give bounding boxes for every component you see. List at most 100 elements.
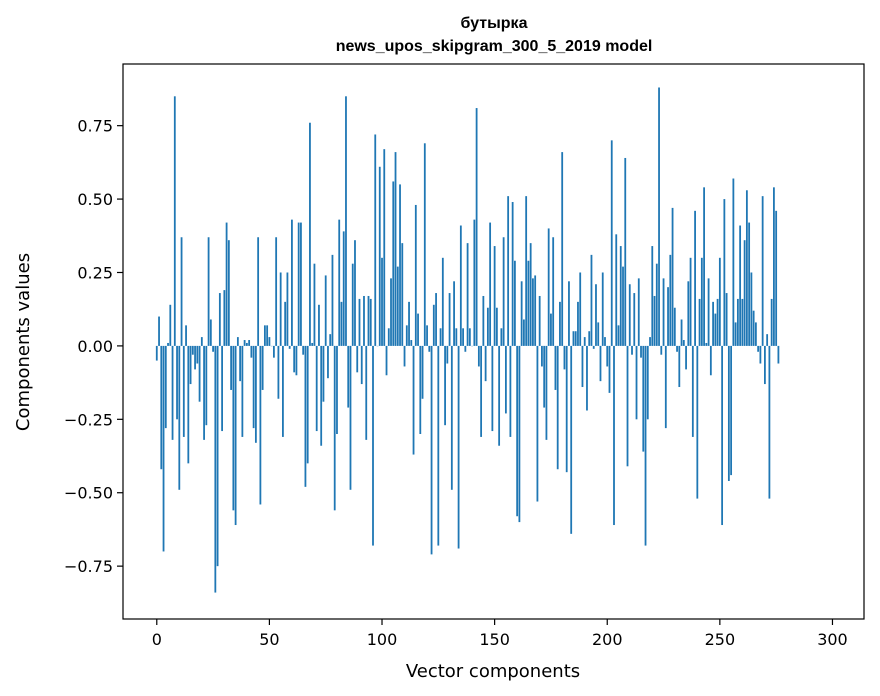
bar bbox=[367, 295, 370, 346]
bar bbox=[545, 345, 548, 440]
bar bbox=[426, 325, 428, 346]
bar bbox=[457, 345, 460, 549]
bar bbox=[610, 140, 613, 346]
bar bbox=[205, 345, 208, 426]
bar bbox=[754, 322, 757, 346]
bar bbox=[410, 340, 413, 346]
bar bbox=[615, 234, 618, 346]
bar bbox=[556, 345, 559, 470]
bar bbox=[592, 345, 595, 349]
bar bbox=[191, 345, 194, 355]
bar bbox=[511, 202, 514, 346]
bar bbox=[417, 313, 419, 346]
bar bbox=[489, 222, 492, 346]
bar bbox=[365, 345, 368, 440]
bar bbox=[583, 337, 586, 346]
bar bbox=[498, 345, 501, 446]
bar bbox=[399, 184, 401, 346]
bar bbox=[428, 345, 431, 352]
bar bbox=[669, 254, 672, 346]
bar bbox=[383, 149, 386, 346]
bar bbox=[462, 328, 464, 346]
x-tick-label: 200 bbox=[592, 630, 623, 649]
bar bbox=[761, 196, 764, 346]
bar bbox=[707, 278, 710, 346]
bar bbox=[480, 345, 483, 437]
bar bbox=[486, 307, 489, 346]
bar bbox=[504, 345, 507, 414]
bar bbox=[291, 219, 293, 346]
bar bbox=[437, 345, 440, 546]
bar bbox=[777, 345, 780, 364]
bar bbox=[358, 298, 361, 346]
bar bbox=[727, 345, 730, 481]
bar bbox=[236, 337, 239, 346]
bar bbox=[631, 345, 633, 355]
bar bbox=[230, 345, 233, 390]
bar bbox=[254, 345, 257, 443]
bar bbox=[268, 337, 271, 346]
bar bbox=[477, 345, 480, 367]
bar bbox=[563, 345, 566, 370]
x-tick-label: 150 bbox=[479, 630, 510, 649]
x-tick-label: 50 bbox=[259, 630, 279, 649]
bar bbox=[396, 266, 399, 346]
bar bbox=[552, 237, 555, 346]
bar bbox=[732, 178, 735, 346]
x-tick-label: 0 bbox=[152, 630, 162, 649]
bar bbox=[705, 342, 708, 346]
bar bbox=[550, 313, 552, 346]
y-tick-label: −0.75 bbox=[64, 557, 113, 576]
bar bbox=[536, 345, 539, 502]
bar bbox=[176, 345, 178, 420]
bar bbox=[709, 345, 712, 376]
bar bbox=[349, 345, 352, 490]
bar bbox=[601, 272, 604, 346]
bar bbox=[430, 345, 433, 555]
bar bbox=[187, 345, 190, 464]
bar bbox=[599, 345, 602, 382]
bar bbox=[673, 307, 676, 346]
bar bbox=[680, 319, 683, 346]
bar bbox=[664, 345, 667, 429]
bar bbox=[568, 281, 570, 346]
bar bbox=[245, 342, 248, 346]
bar bbox=[387, 328, 390, 346]
bar bbox=[257, 237, 260, 346]
bar bbox=[572, 331, 575, 346]
y-axis-label: Components values bbox=[13, 253, 34, 431]
bar bbox=[662, 278, 665, 346]
bar bbox=[748, 222, 751, 346]
bar bbox=[653, 295, 656, 346]
bar bbox=[752, 310, 755, 346]
bar bbox=[155, 345, 158, 361]
bar bbox=[739, 225, 742, 346]
bar bbox=[608, 345, 611, 393]
bar bbox=[318, 304, 320, 346]
bar bbox=[723, 199, 726, 346]
bar bbox=[356, 345, 359, 373]
bar bbox=[439, 328, 442, 346]
bar bbox=[273, 345, 275, 358]
bar bbox=[764, 345, 766, 385]
bar bbox=[493, 246, 496, 346]
bar bbox=[687, 281, 690, 346]
bar bbox=[239, 345, 242, 382]
bar bbox=[682, 340, 685, 346]
bar bbox=[313, 263, 316, 346]
bar bbox=[736, 298, 739, 346]
bar bbox=[275, 237, 278, 346]
chart-title: бутырка bbox=[461, 15, 528, 32]
bar bbox=[604, 337, 606, 346]
bar bbox=[347, 345, 350, 408]
bar bbox=[518, 345, 521, 523]
bar bbox=[401, 243, 404, 346]
bar bbox=[473, 219, 476, 346]
bar bbox=[250, 345, 253, 358]
bar bbox=[293, 345, 296, 373]
bar bbox=[279, 272, 282, 346]
bar bbox=[182, 345, 185, 437]
bar bbox=[189, 345, 192, 385]
bar bbox=[527, 260, 530, 346]
bar bbox=[741, 298, 744, 346]
